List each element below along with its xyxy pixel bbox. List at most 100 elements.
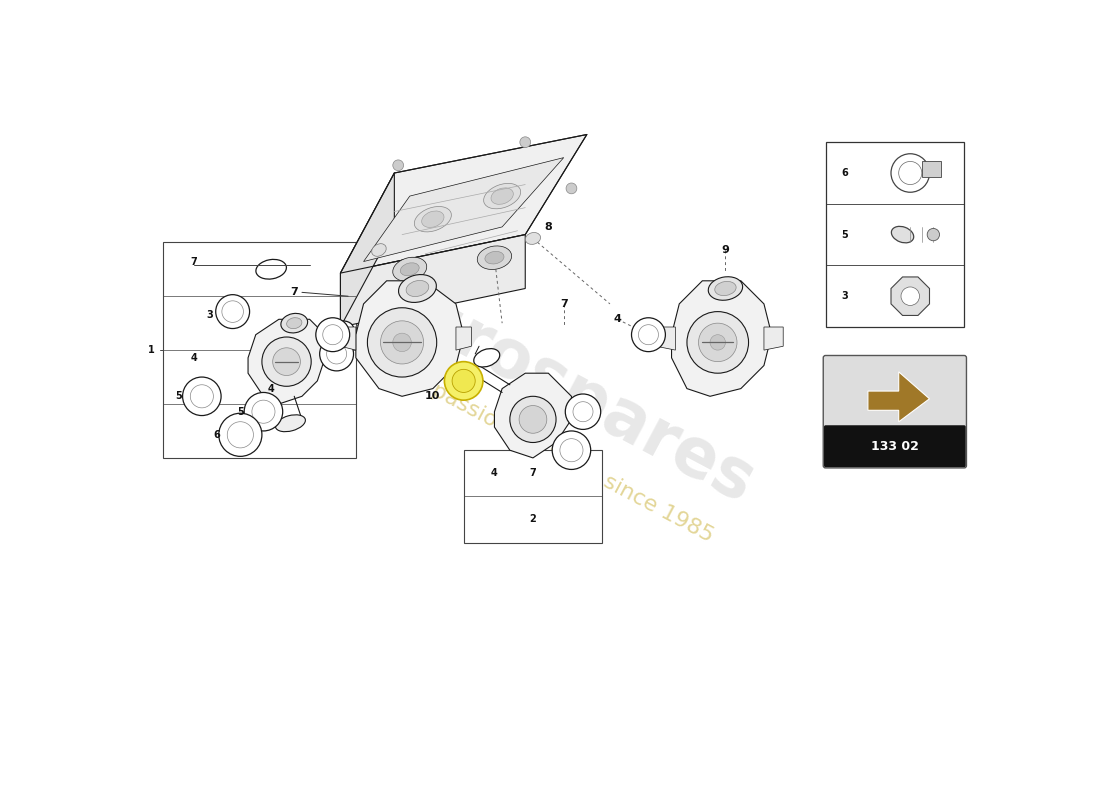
- Circle shape: [891, 154, 930, 192]
- Circle shape: [510, 396, 557, 442]
- Circle shape: [899, 162, 922, 185]
- Circle shape: [262, 337, 311, 386]
- Ellipse shape: [421, 211, 444, 227]
- Circle shape: [367, 308, 437, 377]
- Polygon shape: [868, 372, 930, 422]
- Ellipse shape: [280, 314, 308, 333]
- Bar: [825, 426, 964, 466]
- Circle shape: [452, 370, 475, 393]
- Polygon shape: [656, 327, 675, 350]
- Circle shape: [686, 311, 749, 373]
- Circle shape: [566, 183, 576, 194]
- Circle shape: [393, 333, 411, 352]
- Ellipse shape: [708, 277, 742, 300]
- Text: 4: 4: [491, 468, 498, 478]
- Ellipse shape: [287, 318, 301, 329]
- Text: 7: 7: [529, 468, 537, 478]
- Bar: [163, 242, 355, 458]
- Circle shape: [273, 348, 300, 375]
- Bar: [464, 450, 603, 542]
- Polygon shape: [671, 281, 772, 396]
- Circle shape: [219, 414, 262, 456]
- Circle shape: [244, 393, 283, 431]
- Ellipse shape: [526, 233, 540, 244]
- Text: 9: 9: [722, 245, 729, 255]
- Text: 5: 5: [842, 230, 848, 240]
- Text: 6: 6: [213, 430, 221, 440]
- Ellipse shape: [715, 282, 736, 295]
- Bar: [922, 162, 940, 177]
- Circle shape: [560, 438, 583, 462]
- Circle shape: [320, 337, 353, 371]
- Polygon shape: [341, 134, 586, 273]
- Circle shape: [381, 321, 424, 364]
- Polygon shape: [495, 373, 572, 458]
- Circle shape: [327, 344, 346, 364]
- Circle shape: [698, 323, 737, 362]
- Bar: [825, 142, 964, 327]
- Polygon shape: [355, 281, 464, 396]
- Circle shape: [222, 301, 243, 322]
- Circle shape: [216, 294, 250, 329]
- Polygon shape: [341, 173, 394, 327]
- Ellipse shape: [372, 244, 386, 256]
- Text: 7: 7: [190, 257, 198, 266]
- Circle shape: [519, 406, 547, 434]
- FancyBboxPatch shape: [824, 426, 966, 467]
- Text: 133 02: 133 02: [871, 440, 918, 453]
- Text: 5: 5: [236, 406, 244, 417]
- Circle shape: [444, 362, 483, 400]
- Ellipse shape: [256, 259, 286, 279]
- Text: 1: 1: [148, 345, 155, 355]
- Circle shape: [316, 318, 350, 352]
- Text: 6: 6: [842, 168, 848, 178]
- Circle shape: [252, 400, 275, 423]
- Polygon shape: [248, 319, 326, 404]
- Text: 4: 4: [267, 383, 275, 394]
- Circle shape: [901, 287, 920, 306]
- Ellipse shape: [393, 258, 427, 282]
- Ellipse shape: [491, 188, 514, 204]
- Ellipse shape: [484, 183, 520, 209]
- Circle shape: [711, 334, 726, 350]
- Circle shape: [631, 318, 666, 352]
- Polygon shape: [341, 327, 355, 350]
- Text: 8: 8: [544, 222, 552, 232]
- Text: 4: 4: [614, 314, 622, 324]
- Circle shape: [552, 431, 591, 470]
- Text: eurospares: eurospares: [362, 261, 766, 517]
- Circle shape: [322, 325, 343, 345]
- Ellipse shape: [327, 321, 354, 341]
- Ellipse shape: [474, 349, 499, 367]
- Circle shape: [393, 160, 404, 170]
- Polygon shape: [363, 158, 563, 262]
- Polygon shape: [891, 277, 930, 315]
- Circle shape: [228, 422, 253, 448]
- Circle shape: [927, 229, 939, 241]
- Circle shape: [520, 137, 530, 147]
- Circle shape: [638, 325, 659, 345]
- Circle shape: [573, 402, 593, 422]
- Ellipse shape: [400, 262, 419, 276]
- Ellipse shape: [406, 281, 429, 297]
- Text: 3: 3: [206, 310, 213, 321]
- Text: 5: 5: [175, 391, 183, 402]
- Circle shape: [190, 385, 213, 408]
- Text: 10: 10: [426, 391, 440, 402]
- Ellipse shape: [891, 226, 914, 243]
- Ellipse shape: [415, 206, 451, 232]
- Ellipse shape: [485, 251, 504, 264]
- Text: 7: 7: [560, 299, 568, 309]
- Text: 2: 2: [529, 514, 537, 525]
- Polygon shape: [455, 327, 471, 350]
- Text: 7: 7: [290, 287, 298, 298]
- Text: a passion for parts since 1985: a passion for parts since 1985: [410, 370, 717, 546]
- FancyBboxPatch shape: [823, 355, 967, 468]
- Circle shape: [183, 377, 221, 415]
- Ellipse shape: [275, 415, 306, 432]
- Ellipse shape: [477, 246, 512, 270]
- Text: 4: 4: [190, 353, 198, 363]
- Ellipse shape: [398, 274, 437, 302]
- Polygon shape: [763, 327, 783, 350]
- Polygon shape: [341, 234, 526, 327]
